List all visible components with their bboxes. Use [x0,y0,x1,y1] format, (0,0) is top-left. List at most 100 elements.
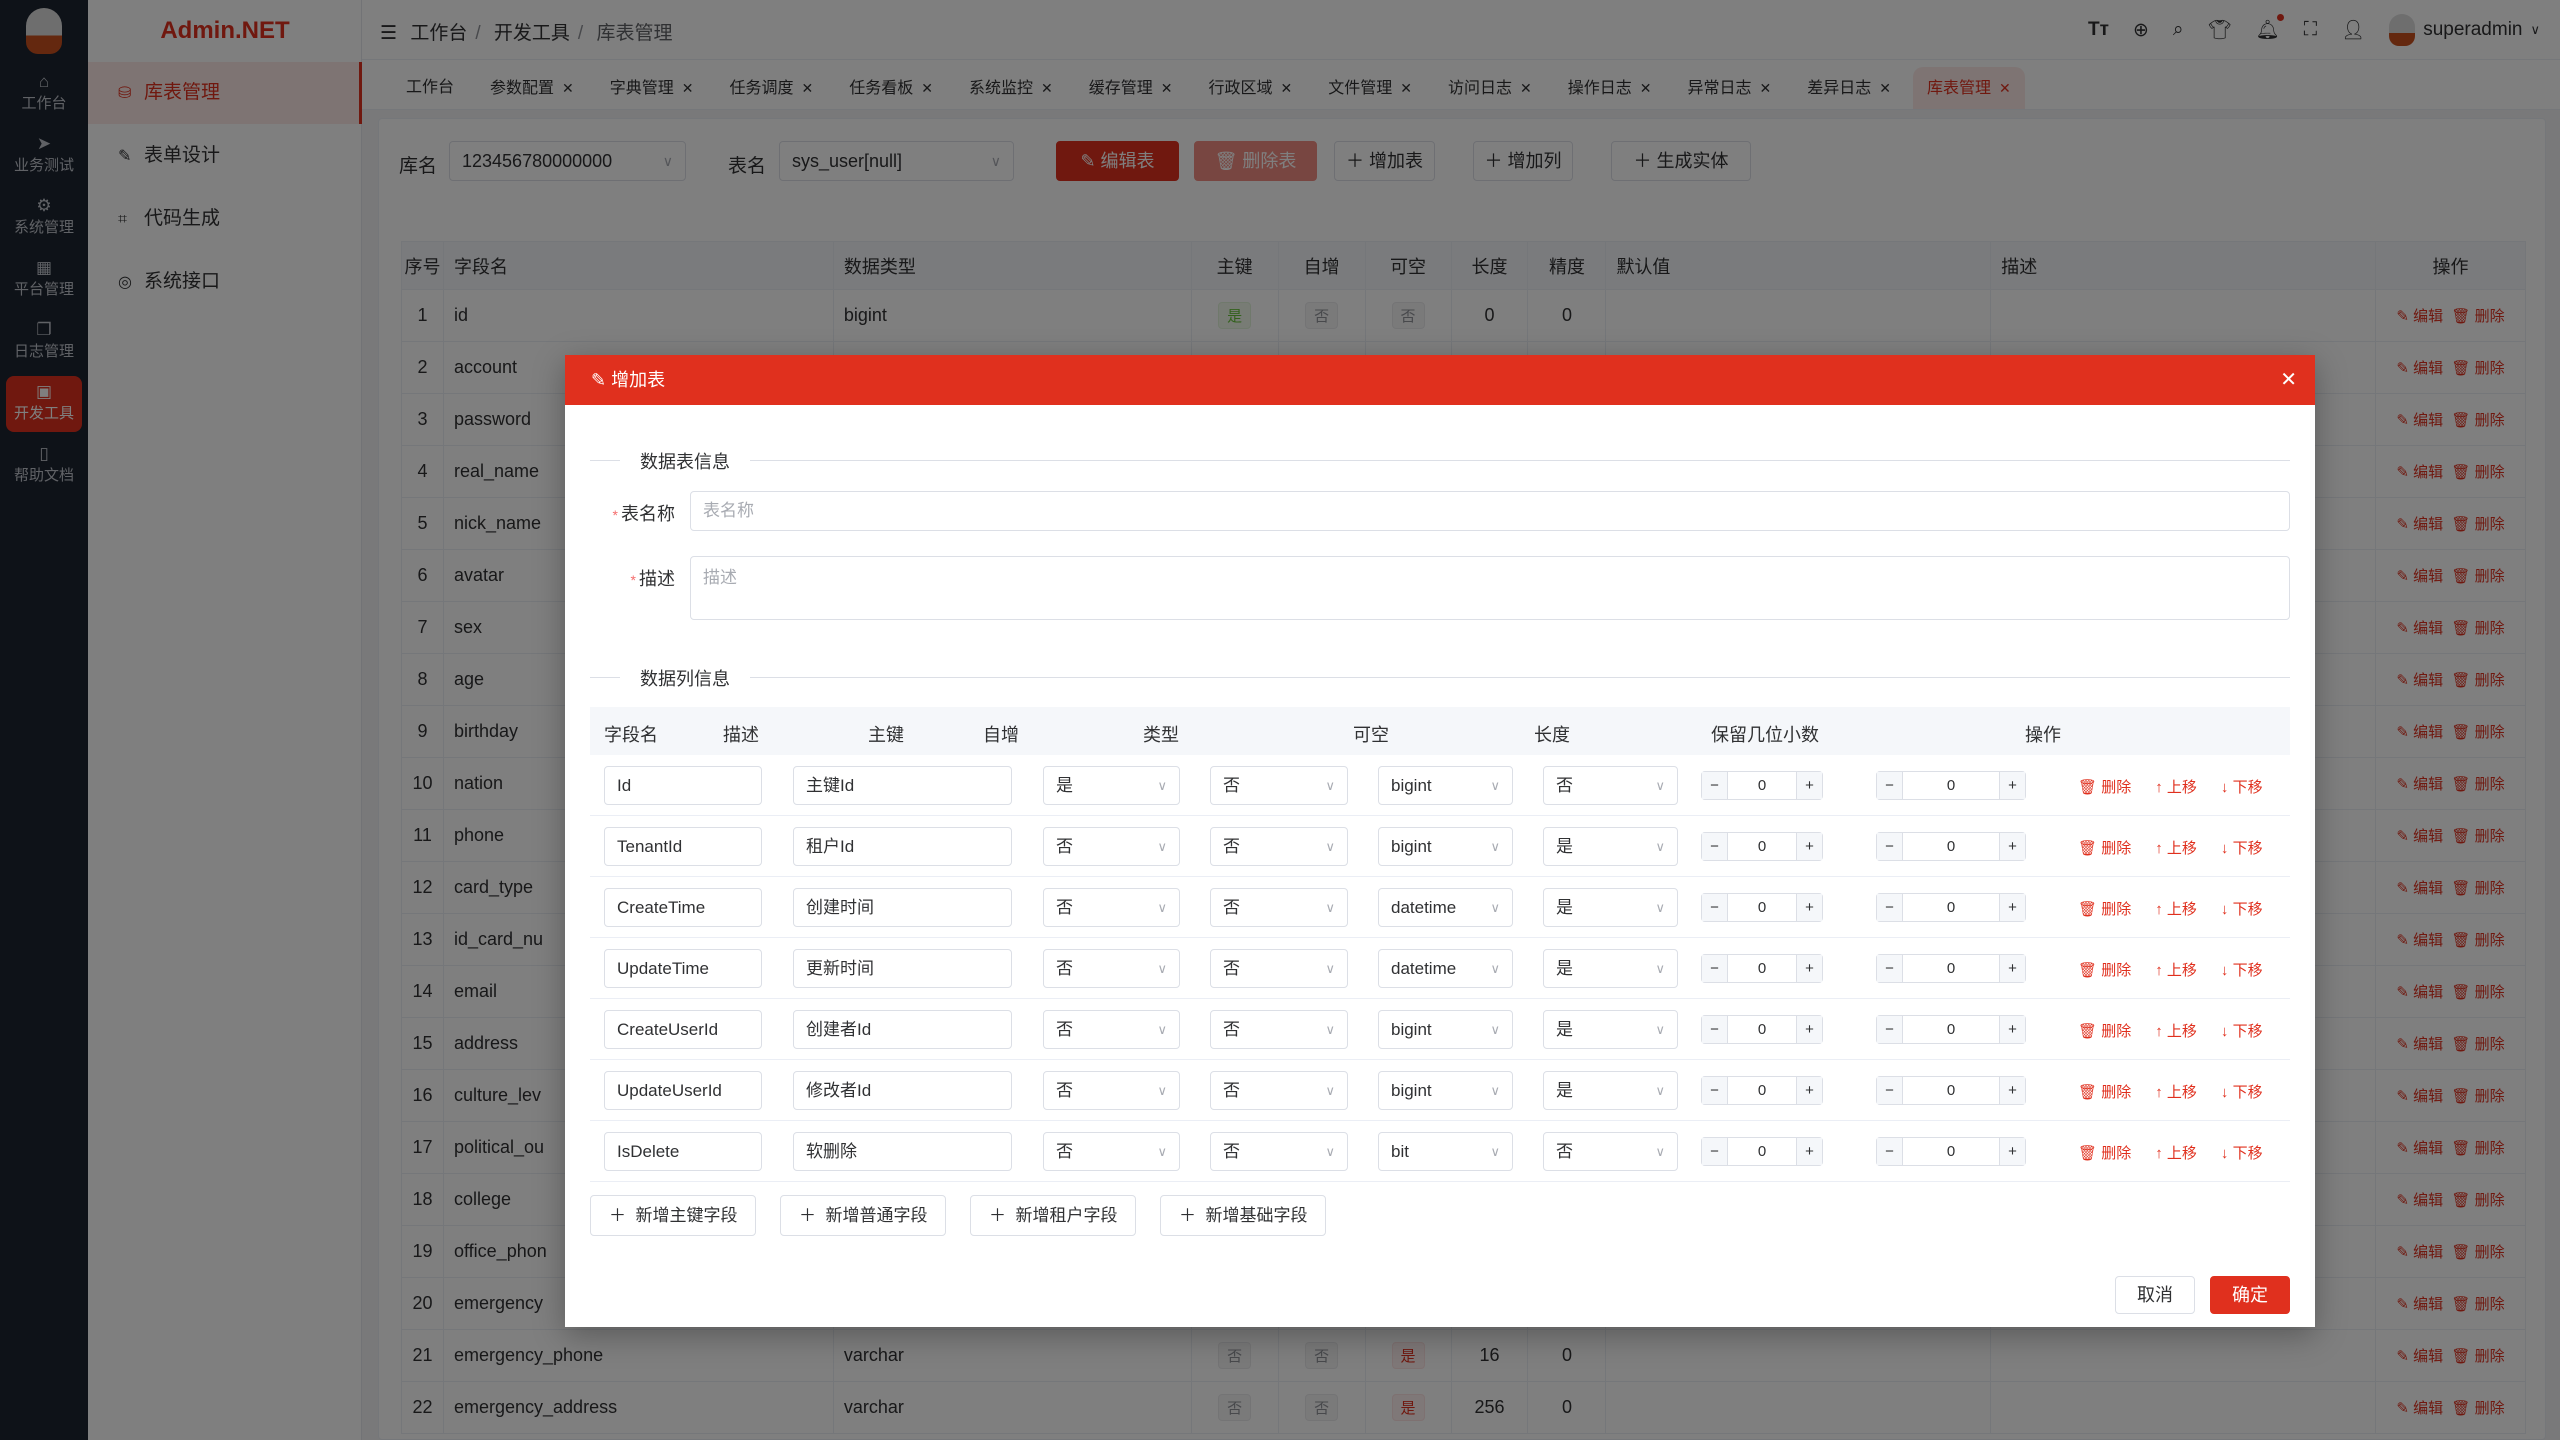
add-field-button[interactable]: ＋ 新增基础字段 [1160,1195,1327,1236]
null-select[interactable]: 是 ∨ [1543,949,1678,988]
minus-icon[interactable]: − [1702,1138,1727,1165]
delete-row-button[interactable]: 🗑︎ 删除 [2078,1084,2132,1101]
add-field-button[interactable]: ＋ 新增普通字段 [780,1195,947,1236]
field-name-input[interactable]: CreateUserId [604,1010,762,1049]
dec-stepper[interactable]: −0 + [1876,954,2026,983]
plus-icon[interactable]: + [2000,955,2025,982]
move-up-button[interactable]: ↑ 上移 [2155,840,2197,857]
minus-icon[interactable]: − [1877,1016,1902,1043]
plus-icon[interactable]: + [2000,1138,2025,1165]
dec-stepper[interactable]: −0 + [1876,1015,2026,1044]
move-up-button[interactable]: ↑ 上移 [2155,1023,2197,1040]
len-stepper[interactable]: −0 + [1701,832,1823,861]
minus-icon[interactable]: − [1702,1016,1727,1043]
len-stepper[interactable]: −0 + [1701,1015,1823,1044]
move-down-button[interactable]: ↓ 下移 [2220,1084,2263,1101]
field-desc-input[interactable]: 更新时间 [793,949,1012,988]
dec-stepper[interactable]: −0 + [1876,832,2026,861]
field-name-input[interactable]: IsDelete [604,1132,762,1171]
minus-icon[interactable]: − [1877,894,1902,921]
type-select[interactable]: bigint ∨ [1378,1010,1513,1049]
pk-select[interactable]: 否 ∨ [1043,1071,1180,1110]
type-select[interactable]: bigint ∨ [1378,1071,1513,1110]
minus-icon[interactable]: − [1877,1077,1902,1104]
delete-row-button[interactable]: 🗑︎ 删除 [2078,840,2132,857]
confirm-button[interactable]: 确定 [2210,1276,2290,1314]
field-name-input[interactable]: CreateTime [604,888,762,927]
minus-icon[interactable]: − [1702,894,1727,921]
move-up-button[interactable]: ↑ 上移 [2155,901,2197,918]
len-stepper[interactable]: −0 + [1701,893,1823,922]
inc-select[interactable]: 否 ∨ [1210,766,1348,805]
type-select[interactable]: bit ∨ [1378,1132,1513,1171]
inc-select[interactable]: 否 ∨ [1210,1071,1348,1110]
minus-icon[interactable]: − [1877,833,1902,860]
plus-icon[interactable]: + [2000,1077,2025,1104]
close-icon[interactable]: ✕ [2280,369,2297,391]
plus-icon[interactable]: + [2000,894,2025,921]
plus-icon[interactable]: + [2000,833,2025,860]
dec-stepper[interactable]: −0 + [1876,893,2026,922]
field-desc-input[interactable]: 软删除 [793,1132,1012,1171]
null-select[interactable]: 是 ∨ [1543,1071,1678,1110]
move-down-button[interactable]: ↓ 下移 [2220,779,2263,796]
pk-select[interactable]: 否 ∨ [1043,1132,1180,1171]
field-desc-input[interactable]: 创建者Id [793,1010,1012,1049]
minus-icon[interactable]: − [1702,833,1727,860]
null-select[interactable]: 是 ∨ [1543,827,1678,866]
add-field-button[interactable]: ＋ 新增主键字段 [590,1195,757,1236]
field-name-input[interactable]: TenantId [604,827,762,866]
move-up-button[interactable]: ↑ 上移 [2155,1145,2197,1162]
field-name-input[interactable]: UpdateTime [604,949,762,988]
move-down-button[interactable]: ↓ 下移 [2220,1145,2263,1162]
plus-icon[interactable]: + [2000,1016,2025,1043]
null-select[interactable]: 否 ∨ [1543,1132,1678,1171]
pk-select[interactable]: 否 ∨ [1043,949,1180,988]
field-desc-input[interactable]: 主键Id [793,766,1012,805]
minus-icon[interactable]: − [1877,772,1902,799]
cancel-button[interactable]: 取消 [2115,1276,2195,1314]
null-select[interactable]: 否 ∨ [1543,766,1678,805]
dec-stepper[interactable]: −0 + [1876,771,2026,800]
move-up-button[interactable]: ↑ 上移 [2155,779,2197,796]
move-down-button[interactable]: ↓ 下移 [2220,1023,2263,1040]
minus-icon[interactable]: − [1877,1138,1902,1165]
field-desc-input[interactable]: 租户Id [793,827,1012,866]
field-desc-input[interactable]: 创建时间 [793,888,1012,927]
type-select[interactable]: bigint ∨ [1378,827,1513,866]
minus-icon[interactable]: − [1702,772,1727,799]
minus-icon[interactable]: − [1702,1077,1727,1104]
plus-icon[interactable]: + [1797,955,1822,982]
move-down-button[interactable]: ↓ 下移 [2220,840,2263,857]
inc-select[interactable]: 否 ∨ [1210,888,1348,927]
plus-icon[interactable]: + [1797,833,1822,860]
len-stepper[interactable]: −0 + [1701,771,1823,800]
inc-select[interactable]: 否 ∨ [1210,1132,1348,1171]
delete-row-button[interactable]: 🗑︎ 删除 [2078,779,2132,796]
null-select[interactable]: 是 ∨ [1543,1010,1678,1049]
minus-icon[interactable]: − [1877,955,1902,982]
plus-icon[interactable]: + [2000,772,2025,799]
plus-icon[interactable]: + [1797,894,1822,921]
len-stepper[interactable]: −0 + [1701,1137,1823,1166]
type-select[interactable]: bigint ∨ [1378,766,1513,805]
inc-select[interactable]: 否 ∨ [1210,827,1348,866]
dec-stepper[interactable]: −0 + [1876,1137,2026,1166]
delete-row-button[interactable]: 🗑︎ 删除 [2078,901,2132,918]
field-name-input[interactable]: UpdateUserId [604,1071,762,1110]
null-select[interactable]: 是 ∨ [1543,888,1678,927]
move-down-button[interactable]: ↓ 下移 [2220,901,2263,918]
len-stepper[interactable]: −0 + [1701,954,1823,983]
delete-row-button[interactable]: 🗑︎ 删除 [2078,962,2132,979]
inc-select[interactable]: 否 ∨ [1210,949,1348,988]
move-up-button[interactable]: ↑ 上移 [2155,1084,2197,1101]
len-stepper[interactable]: −0 + [1701,1076,1823,1105]
move-down-button[interactable]: ↓ 下移 [2220,962,2263,979]
field-name-input[interactable]: Id [604,766,762,805]
pk-select[interactable]: 否 ∨ [1043,1010,1180,1049]
desc-textarea[interactable]: 描述 [690,556,2290,620]
delete-row-button[interactable]: 🗑︎ 删除 [2078,1145,2132,1162]
type-select[interactable]: datetime ∨ [1378,949,1513,988]
move-up-button[interactable]: ↑ 上移 [2155,962,2197,979]
type-select[interactable]: datetime ∨ [1378,888,1513,927]
